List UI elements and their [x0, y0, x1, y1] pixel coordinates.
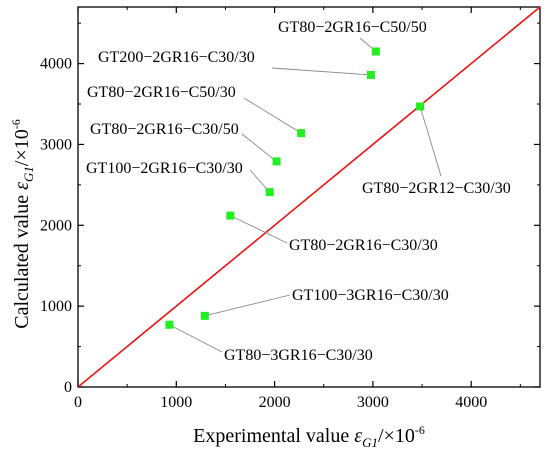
point-label: GT100−2GR16−C30/30 — [86, 160, 243, 177]
annotation-leader — [230, 215, 288, 244]
annotation-leader — [243, 97, 302, 134]
data-point — [366, 70, 375, 79]
data-point — [416, 102, 425, 111]
axis-title-part: -6 — [9, 119, 23, 129]
x-tick-label: 0 — [74, 394, 82, 411]
x-tick-label: 4000 — [455, 394, 487, 411]
reference-line — [77, 6, 541, 388]
plot-frame — [77, 6, 541, 388]
axis-title-part: Calculated value — [11, 190, 33, 329]
y-tick-label: 3000 — [40, 136, 72, 153]
x-tick-label: 1000 — [160, 394, 192, 411]
axis-title-part: /×10 — [11, 129, 33, 166]
annotation-leader — [204, 294, 291, 317]
axis-title-part: G1 — [21, 166, 36, 182]
data-point — [371, 47, 380, 56]
axis-title-part: G1 — [362, 435, 378, 450]
annotation-leader — [419, 106, 442, 177]
data-point — [272, 157, 281, 166]
y-tick-label: 4000 — [40, 56, 72, 73]
axis-title-part: /×10 — [378, 425, 415, 447]
point-label: GT80−2GR12−C30/30 — [362, 180, 511, 197]
y-tick-label: 2000 — [40, 217, 72, 234]
data-point — [265, 188, 274, 197]
plot-area: 0 1000 2000 3000 4000 0 1000 2000 3000 4000 GT80−2… — [40, 6, 541, 411]
x-tick-label: 3000 — [357, 394, 389, 411]
y-tick-label: 1000 — [40, 298, 72, 315]
axis-title-part: -6 — [415, 423, 425, 437]
point-label: GT80−2GR16−C30/50 — [90, 121, 239, 138]
point-label: GT80−2GR16−C50/30 — [87, 84, 236, 101]
annotation-leader — [271, 67, 371, 76]
point-label: GT200−2GR16−C30/30 — [98, 49, 255, 66]
x-tick-label: 2000 — [259, 394, 291, 411]
data-point — [226, 211, 235, 220]
data-point — [297, 129, 306, 138]
point-label: GT100−3GR16−C30/30 — [292, 287, 449, 304]
axis-title-part: ε — [11, 182, 33, 190]
axis-title-part: ε — [354, 425, 362, 447]
annotation-leader — [241, 133, 277, 162]
annotation-leader — [169, 324, 223, 353]
point-label: GT80−2GR16−C30/30 — [289, 237, 438, 254]
y-axis-title: Calculated value εG1/×10-6 — [9, 119, 36, 328]
x-axis-title: Experimental value εG1/×10-6 — [193, 423, 425, 450]
axis-title-part: Experimental value — [193, 425, 354, 447]
data-point — [200, 311, 209, 320]
point-label: GT80−3GR16−C30/30 — [224, 347, 373, 364]
data-point — [165, 320, 174, 329]
point-label: GT80−2GR16−C50/50 — [278, 19, 427, 36]
y-tick-label: 0 — [64, 379, 72, 396]
